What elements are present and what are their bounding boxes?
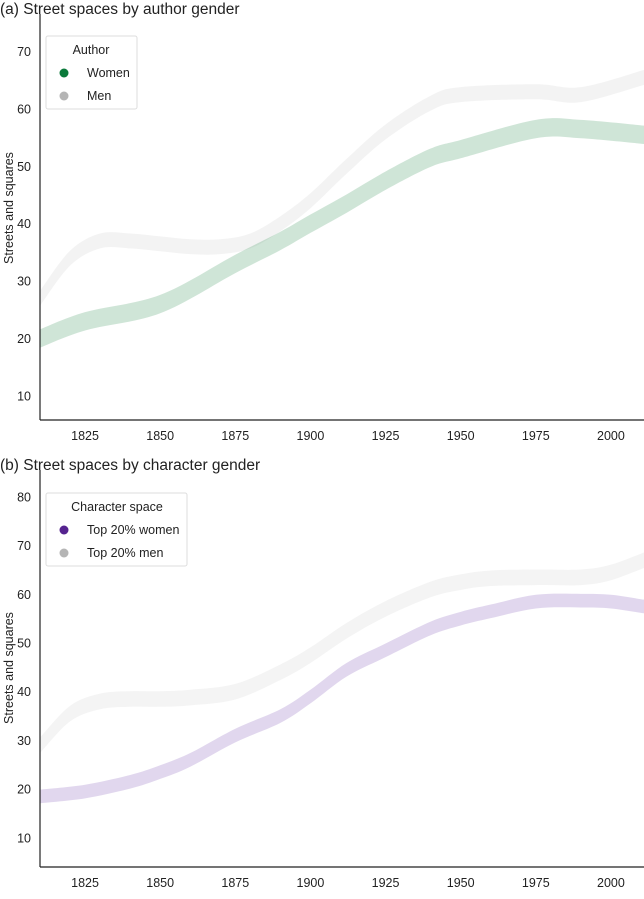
y-tick-label: 10 [17, 831, 31, 845]
y-tick-label: 50 [17, 160, 31, 174]
x-tick-label: 1850 [146, 429, 174, 443]
plot-area [40, 69, 644, 348]
confidence-band-top-20-women [40, 593, 644, 804]
y-tick-label: 30 [17, 734, 31, 748]
y-tick-label: 60 [17, 102, 31, 116]
x-tick-label: 1975 [522, 876, 550, 890]
x-tick-label: 1950 [447, 876, 475, 890]
y-tick-label: 50 [17, 637, 31, 651]
legend-box [45, 35, 138, 110]
legend-title: Character space [71, 500, 163, 514]
y-tick-label: 60 [17, 588, 31, 602]
x-tick-label: 1875 [221, 429, 249, 443]
x-tick-label: 1850 [146, 876, 174, 890]
panel-a-legend: Author Women Men [45, 35, 138, 110]
legend-marker-men [59, 548, 69, 558]
legend-label-women: Top 20% women [87, 523, 179, 537]
plot-area [40, 552, 644, 804]
confidence-band-men [40, 69, 644, 306]
y-tick-label: 70 [17, 539, 31, 553]
panel-b-legend: Character space Top 20% women Top 20% me… [45, 492, 188, 567]
panel-b-plot: 10 20 30 40 50 60 70 80 1825 1850 1875 1900 1925 1950… [17, 470, 644, 890]
panel-a: (a) Street spaces by author gender Stree… [0, 1, 644, 443]
legend-marker-women [59, 68, 69, 78]
x-tick-label: 1925 [372, 429, 400, 443]
x-tick-label: 1925 [372, 876, 400, 890]
legend-box [45, 492, 188, 567]
x-tick-label: 1825 [71, 876, 99, 890]
x-tick-label: 2000 [597, 876, 625, 890]
y-tick-label: 20 [17, 332, 31, 346]
x-tick-label: 1900 [297, 876, 325, 890]
panel-a-ylabel: Streets and squares [2, 152, 16, 264]
legend-label-men: Men [87, 89, 111, 103]
y-tick-label: 80 [17, 490, 31, 504]
legend-label-women: Women [87, 66, 130, 80]
y-tick-label: 20 [17, 783, 31, 797]
confidence-band-top-20-men [40, 552, 644, 754]
y-tick-label: 40 [17, 217, 31, 231]
y-tick-label: 70 [17, 45, 31, 59]
x-tick-label: 2000 [597, 429, 625, 443]
legend-label-men: Top 20% men [87, 546, 163, 560]
panel-b-title: (b) Street spaces by character gender [0, 457, 260, 474]
x-tick-label: 1975 [522, 429, 550, 443]
panel-b-ylabel: Streets and squares [2, 612, 16, 724]
legend-marker-men [59, 91, 69, 101]
legend-marker-women [59, 525, 69, 535]
x-tick-label: 1825 [71, 429, 99, 443]
panel-a-plot: 10 20 30 40 50 60 70 1825 1850 1875 1900 1925 1950 19… [17, 14, 644, 443]
legend-title: Author [73, 43, 110, 57]
y-tick-label: 30 [17, 275, 31, 289]
x-tick-label: 1875 [221, 876, 249, 890]
x-tick-label: 1900 [297, 429, 325, 443]
x-tick-label: 1950 [447, 429, 475, 443]
confidence-band-women [40, 118, 644, 348]
y-tick-label: 40 [17, 685, 31, 699]
panel-b: (b) Street spaces by character gender St… [0, 457, 644, 890]
y-tick-label: 10 [17, 389, 31, 403]
panel-a-title: (a) Street spaces by author gender [0, 1, 240, 18]
